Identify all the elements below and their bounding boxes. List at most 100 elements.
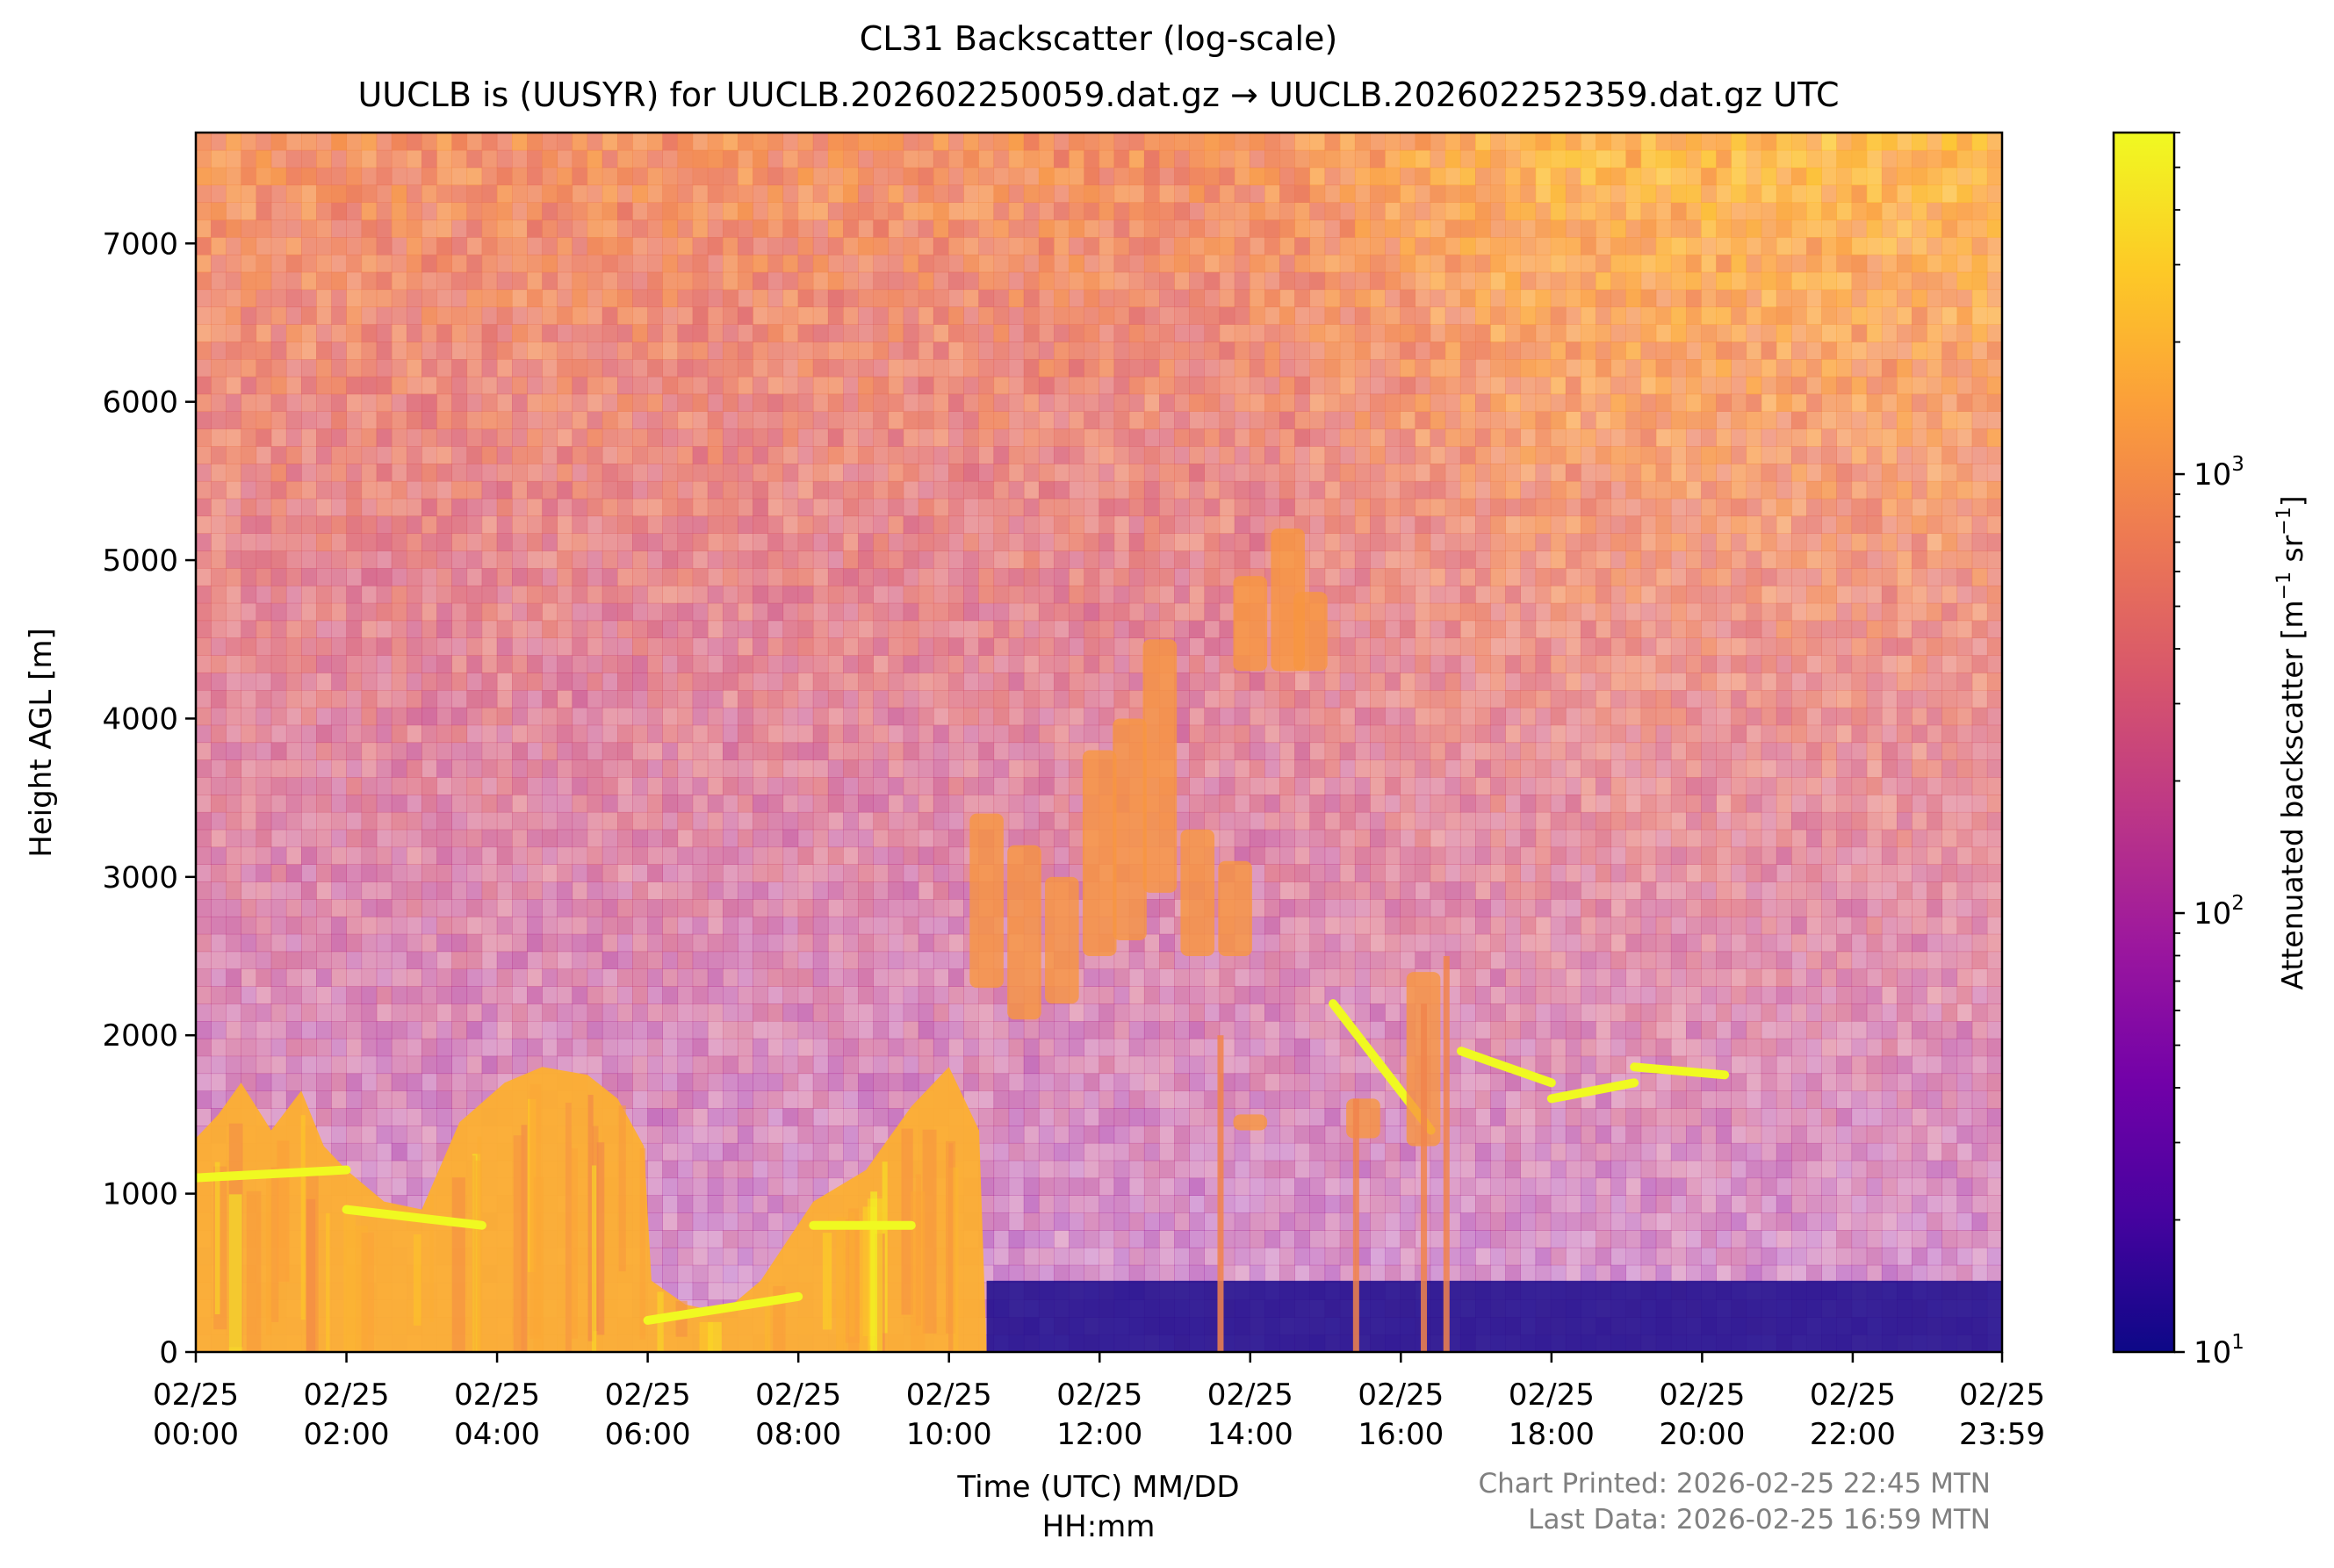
noise-cell xyxy=(782,568,799,586)
noise-cell xyxy=(1128,1073,1145,1091)
noise-cell xyxy=(1054,149,1070,169)
noise-cell xyxy=(241,498,257,517)
noise-cell xyxy=(466,480,483,500)
noise-cell xyxy=(512,464,528,482)
noise-cell xyxy=(918,1003,934,1022)
noise-cell xyxy=(797,184,814,203)
noise-cell xyxy=(1069,690,1084,708)
noise-cell xyxy=(496,673,513,691)
noise-cell xyxy=(496,759,513,778)
noise-cell xyxy=(738,568,753,586)
noise-cell xyxy=(542,133,558,151)
noise-cell xyxy=(316,1073,332,1091)
noise-cell xyxy=(316,306,332,325)
noise-cell xyxy=(226,359,241,378)
noise-cell xyxy=(782,951,799,969)
noise-cell xyxy=(978,1212,995,1231)
noise-cell xyxy=(993,707,1010,726)
noise-cell xyxy=(978,149,995,169)
noise-cell xyxy=(496,916,513,935)
noise-cell xyxy=(196,707,212,726)
noise-cell xyxy=(436,464,452,482)
noise-cell xyxy=(331,202,347,220)
noise-cell xyxy=(331,271,347,291)
noise-cell xyxy=(1234,202,1250,220)
noise-cell xyxy=(1204,1177,1221,1196)
noise-cell xyxy=(285,359,302,378)
noise-cell xyxy=(978,464,995,482)
noise-cell xyxy=(692,742,709,760)
noise-cell xyxy=(1113,1160,1130,1179)
noise-cell xyxy=(677,1073,694,1091)
noise-cell xyxy=(978,637,995,656)
noise-cell xyxy=(1174,533,1190,551)
noise-cell xyxy=(1159,1264,1175,1284)
noise-cell xyxy=(617,933,633,953)
noise-cell xyxy=(1264,951,1280,969)
noise-cell xyxy=(346,1003,363,1022)
noise-cell xyxy=(481,219,498,238)
noise-cell xyxy=(963,480,979,500)
noise-cell xyxy=(632,846,648,865)
noise-cell xyxy=(226,324,241,342)
noise-cell xyxy=(407,846,422,865)
noise-cell xyxy=(1159,428,1175,447)
noise-cell xyxy=(1113,324,1130,342)
noise-cell xyxy=(1084,550,1100,569)
noise-cell xyxy=(316,480,332,500)
noise-cell xyxy=(888,637,904,656)
noise-cell xyxy=(1128,690,1145,708)
noise-cell xyxy=(512,202,528,220)
noise-cell xyxy=(587,1055,603,1075)
noise-cell xyxy=(391,149,407,169)
noise-cell xyxy=(391,324,407,342)
noise-cell xyxy=(812,585,829,604)
noise-cell xyxy=(572,690,588,708)
noise-cell xyxy=(677,637,694,656)
noise-cell xyxy=(1023,1090,1040,1109)
noise-cell xyxy=(767,1230,784,1248)
noise-cell xyxy=(1249,1177,1265,1196)
noise-cell xyxy=(270,237,287,255)
noise-cell xyxy=(993,254,1010,273)
noise-cell xyxy=(331,620,347,638)
noise-cell xyxy=(1249,1160,1265,1179)
noise-cell xyxy=(331,707,347,726)
noise-cell xyxy=(918,550,934,569)
noise-cell xyxy=(812,846,829,865)
noise-cell xyxy=(451,620,468,638)
noise-cell xyxy=(1038,289,1055,307)
noise-cell xyxy=(270,777,287,795)
noise-cell xyxy=(496,306,513,325)
noise-cell xyxy=(723,1212,738,1231)
noise-cell xyxy=(211,376,227,395)
noise-cell xyxy=(933,202,949,220)
noise-cell xyxy=(978,393,995,412)
noise-cell xyxy=(512,585,528,604)
noise-cell xyxy=(1038,184,1055,203)
noise-cell xyxy=(1084,515,1100,534)
noise-cell xyxy=(331,777,347,795)
noise-cell xyxy=(978,133,995,151)
noise-cell xyxy=(677,1247,694,1266)
noise-cell xyxy=(723,637,738,656)
noise-cell xyxy=(407,655,422,673)
noise-cell xyxy=(632,1055,648,1075)
noise-cell xyxy=(933,342,949,360)
noise-cell xyxy=(602,585,618,604)
noise-cell xyxy=(677,690,694,708)
noise-cell xyxy=(451,811,468,831)
noise-cell xyxy=(1174,428,1190,447)
noise-cell xyxy=(933,254,949,273)
noise-cell xyxy=(632,968,648,987)
noise-cell xyxy=(1023,795,1040,813)
noise-cell xyxy=(1189,637,1205,656)
noise-cell xyxy=(753,1212,768,1231)
noise-cell xyxy=(602,655,618,673)
noise-cell xyxy=(241,690,257,708)
noise-cell xyxy=(346,655,363,673)
noise-cell xyxy=(647,1003,663,1022)
noise-cell xyxy=(632,271,648,291)
noise-cell xyxy=(1113,498,1130,517)
noise-cell xyxy=(241,464,257,482)
